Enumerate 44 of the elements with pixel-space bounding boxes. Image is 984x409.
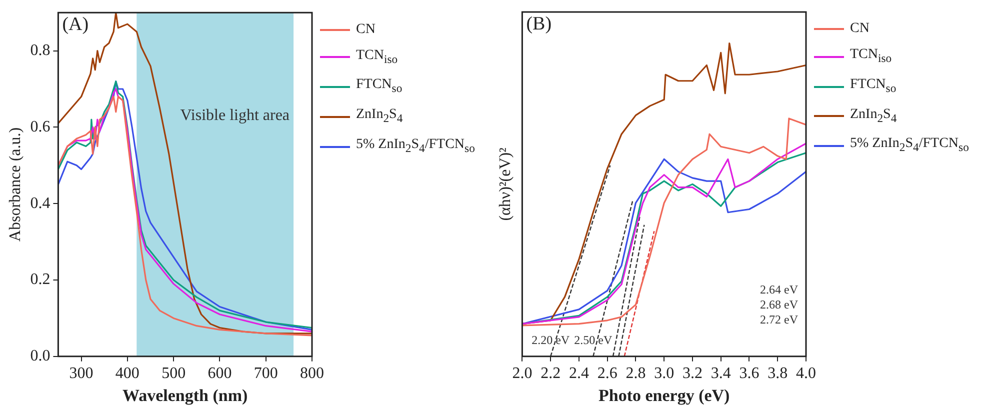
x-tick-label: 2.6 [597,365,618,382]
legend-label: TCN$_{iso}$ [356,46,398,68]
y-axis-title: (αhν)²(eV)² [496,147,514,221]
y-tick-label: 0.2 [30,271,50,288]
legend-label: TCN$_{iso}$ [850,46,892,67]
legend-label: FTCN$_{so}$ [850,76,896,97]
y-axis-title: Absorbance (a.u.) [6,127,24,242]
x-tick-label: 2.8 [626,365,646,382]
x-tick-label: 600 [208,365,232,382]
x-tick-label: 2.0 [512,365,532,382]
y-tick-label: 0.8 [30,42,50,60]
y-tick-label: 0.0 [30,348,50,365]
band-label: Visible light area [180,106,290,124]
annotation: 2.68 eV [760,298,798,312]
x-tick-label: 3.0 [654,365,674,382]
x-tick-label: 500 [162,365,186,382]
legend-label: 5% ZnIn$_{2}$S$_{4}$/FTCN$_{so}$ [356,136,475,157]
annotation: 2.20 eV [532,333,570,348]
annotation: 2.72 eV [760,312,798,327]
y-tick-label: 0.6 [30,118,50,136]
legend-label: FTCN$_{so}$ [356,76,402,98]
x-tick-label: 3.6 [739,365,760,382]
x-tick-label: 700 [254,365,278,382]
x-tick-label: 2.2 [540,365,561,382]
legend-label: ZnIn$_{2}$S$_{4}$ [356,106,403,127]
x-axis-title: Wavelength (nm) [122,386,248,406]
x-tick-label: 300 [69,365,94,382]
x-tick-label: 2.4 [568,365,589,382]
x-tick-label: 4.0 [796,365,816,382]
annotation: 2.64 eV [760,282,798,297]
annotation: 2.50 eV [574,333,612,348]
y-tick-label: 0.4 [30,194,50,212]
legend-label: 5% ZnIn$_{2}$S$_{4}$/FTCN$_{so}$ [850,135,969,156]
x-axis-title: Photo energy (eV) [598,386,730,406]
chart-title: (A) [62,14,89,36]
x-tick-label: 3.8 [768,365,788,382]
legend-label: ZnIn$_{2}$S$_{4}$ [850,106,897,126]
x-tick-label: 800 [300,365,324,382]
x-tick-label: 400 [115,365,140,382]
x-tick-label: 3.4 [710,365,731,382]
legend-label: CN [850,20,870,38]
x-tick-label: 3.2 [682,365,702,382]
chart-title: (B) [526,13,552,34]
legend-label: CN [356,20,376,39]
